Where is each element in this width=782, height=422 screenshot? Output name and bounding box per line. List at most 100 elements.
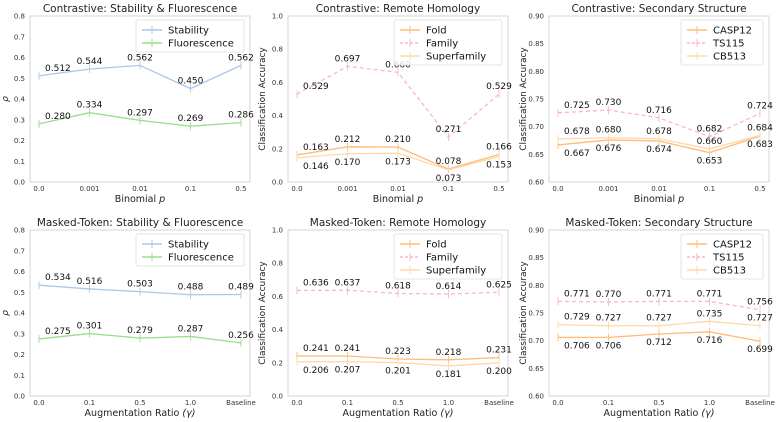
data-label: 0.206 <box>303 366 329 376</box>
data-label: 0.503 <box>127 280 153 290</box>
x-tick-label: 0.0 <box>291 185 302 193</box>
x-tick-label: 0.01 <box>651 185 667 193</box>
data-label: 0.716 <box>646 106 672 116</box>
data-label: 0.562 <box>127 53 153 63</box>
data-label: 0.301 <box>77 322 103 332</box>
data-label: 0.637 <box>335 278 361 288</box>
data-label: 0.450 <box>178 77 204 87</box>
chart-4: Masked-Token: Stability & Fluorescence 0.… <box>1 217 256 419</box>
plot-frame <box>548 229 770 397</box>
data-label: 0.727 <box>747 314 773 324</box>
x-tick-label: 0.0 <box>552 185 563 193</box>
y-tick-label: 0.6 <box>272 79 284 87</box>
x-tick-label: 0.5 <box>392 399 403 407</box>
data-label: 0.678 <box>564 127 590 137</box>
data-label: 0.660 <box>385 60 411 70</box>
data-label: 0.676 <box>596 144 622 154</box>
y-tick-label: 0.2 <box>272 145 283 153</box>
y-tick-label: 0.0 <box>14 393 25 401</box>
y-tick-label: 0.60 <box>528 393 544 401</box>
x-tick-label: 0.001 <box>79 185 99 193</box>
legend-label: CB513 <box>713 52 746 63</box>
data-label: 0.218 <box>436 348 462 358</box>
x-axis-label: Binomial p <box>634 194 684 205</box>
chart-1: Contrastive: Stability & Fluorescence 0.0… <box>1 3 254 205</box>
legend-box <box>393 233 503 280</box>
y-tick-label: 0.4 <box>14 310 26 318</box>
data-label: 0.173 <box>385 157 411 167</box>
y-tick-label: 0.7 <box>14 247 25 255</box>
data-label: 0.212 <box>335 135 361 145</box>
data-label: 0.201 <box>385 367 411 377</box>
y-tick-label: 0.4 <box>272 326 284 334</box>
x-tick-label: 1.0 <box>185 399 196 407</box>
data-label: 0.489 <box>228 283 254 293</box>
x-axis-label: Binomial p <box>373 194 423 205</box>
x-tick-label: 0.1 <box>704 185 715 193</box>
data-label: 0.735 <box>697 309 723 319</box>
data-label: 0.727 <box>646 314 672 324</box>
data-label: 0.729 <box>564 313 590 323</box>
x-axis-label: Augmentation Ratio (γ) <box>85 408 196 419</box>
data-label: 0.287 <box>178 324 204 334</box>
y-tick-label: 0.0 <box>14 179 25 187</box>
x-tick-label: 0.0 <box>552 399 563 407</box>
y-axis-label: ρ <box>1 310 11 316</box>
data-label: 0.200 <box>486 367 512 377</box>
data-label: 0.170 <box>335 158 361 168</box>
data-label: 0.562 <box>228 53 254 63</box>
data-label: 0.727 <box>596 314 622 324</box>
data-label: 0.636 <box>303 278 329 288</box>
x-tick-label: 0.0 <box>291 399 302 407</box>
y-tick-label: 0.8 <box>14 13 25 21</box>
data-label: 0.771 <box>697 289 723 299</box>
x-tick-label: 0.1 <box>603 399 614 407</box>
data-label: 0.334 <box>77 101 103 111</box>
plot-frame <box>287 229 509 397</box>
data-label: 0.529 <box>486 82 512 92</box>
y-tick-label: 0.75 <box>528 310 544 318</box>
legend-label: Superfamily <box>426 266 486 277</box>
y-tick-label: 1.0 <box>272 227 283 235</box>
y-tick-label: 0.5 <box>14 75 25 83</box>
legend-label: Fold <box>426 240 447 251</box>
data-label: 0.279 <box>127 326 153 336</box>
plot-frame <box>287 15 509 183</box>
x-tick-label: 0.0 <box>33 185 44 193</box>
y-tick-label: 0.2 <box>14 137 25 145</box>
y-tick-label: 0.3 <box>14 330 25 338</box>
y-tick-label: 0.70 <box>528 337 544 345</box>
data-label: 0.544 <box>77 57 103 67</box>
y-tick-label: 1.0 <box>272 13 283 21</box>
y-tick-label: 0.65 <box>528 365 544 373</box>
x-tick-label: 1.0 <box>443 399 454 407</box>
chart-5: Masked-Token: Remote Homology 0.0 0.2 0.4 0.… <box>258 217 514 419</box>
y-tick-label: 0.90 <box>528 13 544 21</box>
y-tick-label: 0.4 <box>14 96 26 104</box>
data-label: 0.756 <box>747 298 773 308</box>
y-tick-label: 0.6 <box>272 293 284 301</box>
x-tick-label: 0.1 <box>443 185 454 193</box>
data-label: 0.153 <box>486 161 512 171</box>
y-tick-label: 0.8 <box>272 46 283 54</box>
y-tick-label: 0.5 <box>14 289 25 297</box>
data-label: 0.488 <box>178 283 204 293</box>
y-tick-label: 0.80 <box>528 282 544 290</box>
data-label: 0.256 <box>228 331 254 341</box>
data-label: 0.697 <box>335 54 361 64</box>
legend-label: TS115 <box>712 253 745 264</box>
chart-title: Contrastive: Secondary Structure <box>571 3 746 15</box>
data-label: 0.724 <box>747 101 773 111</box>
x-tick-label: 0.1 <box>185 185 196 193</box>
data-label: 0.223 <box>385 347 411 357</box>
data-label: 0.682 <box>697 125 723 135</box>
x-tick-label: 0.01 <box>390 185 406 193</box>
data-label: 0.241 <box>303 344 329 354</box>
y-tick-label: 0.85 <box>528 40 544 48</box>
data-label: 0.269 <box>178 114 204 124</box>
data-label: 0.706 <box>596 341 622 351</box>
legend-box <box>135 233 245 267</box>
y-tick-label: 0.60 <box>528 179 544 187</box>
y-tick-label: 0.65 <box>528 151 544 159</box>
